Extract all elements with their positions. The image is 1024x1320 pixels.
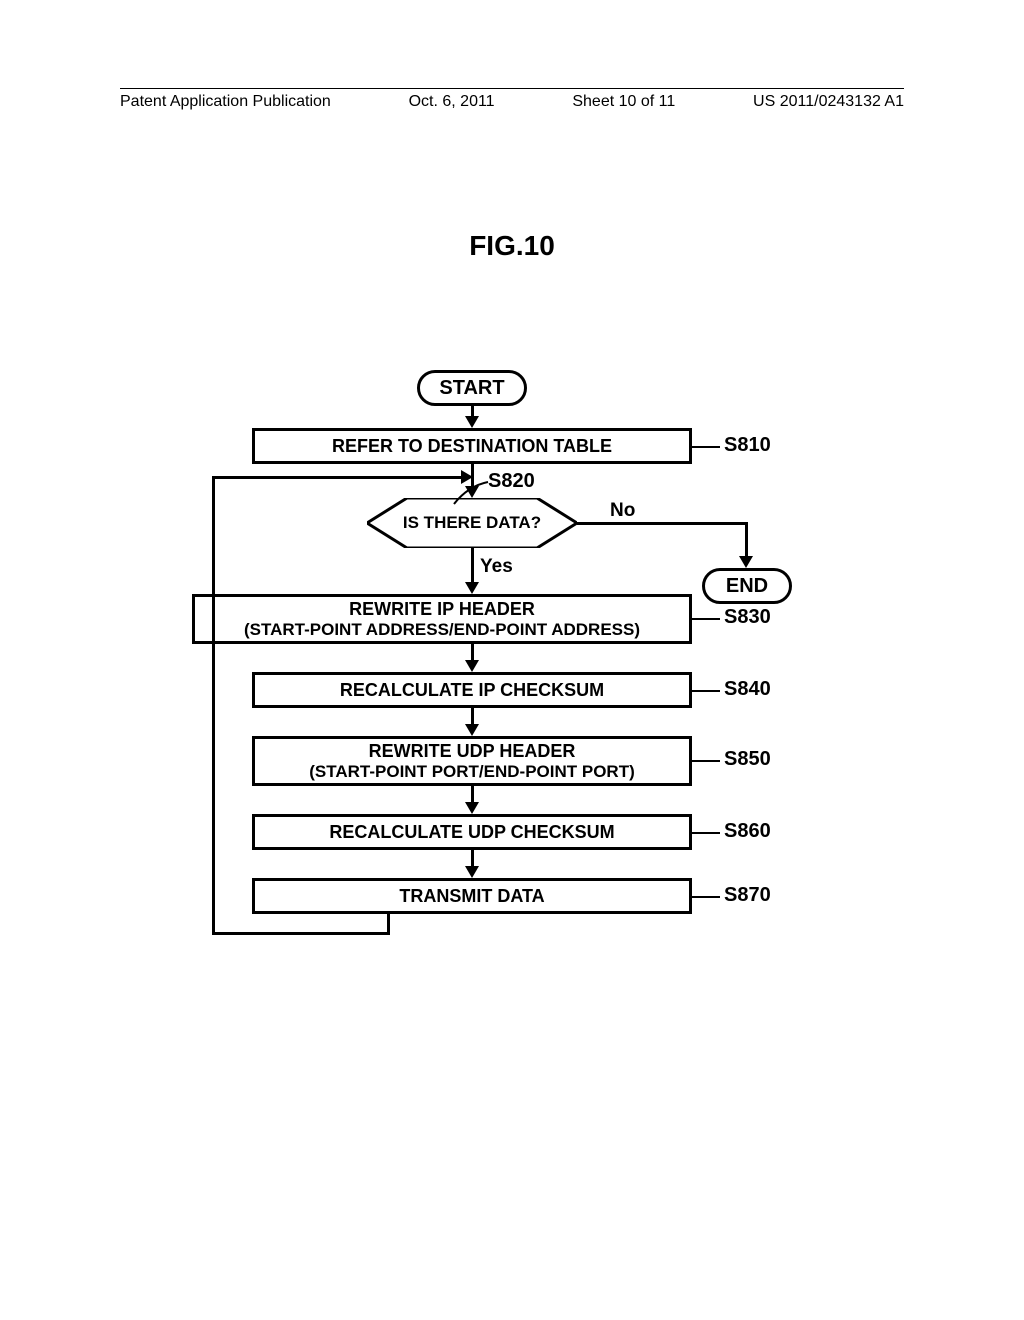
figure-title: FIG.10 [469,230,555,262]
s850-step: S850 [724,748,771,771]
yes-label: Yes [480,556,513,578]
leader-line [692,618,720,620]
end-label: END [726,575,768,598]
header-left: Patent Application Publication [120,93,331,111]
header-text-row: Patent Application Publication Oct. 6, 2… [120,93,904,111]
leader-curve [450,480,490,508]
arrowhead-icon [465,660,479,672]
start-label: START [439,377,504,400]
no-label: No [610,500,635,522]
edge-s820-s830 [471,548,474,584]
edge-s820-end-h [577,522,747,525]
page-header: Patent Application Publication Oct. 6, 2… [0,88,1024,111]
leader-line [692,446,720,448]
s810-step: S810 [724,434,771,457]
header-pubno: US 2011/0243132 A1 [753,93,904,111]
header-sheet: Sheet 10 of 11 [572,93,675,111]
flowchart: START REFER TO DESTINATION TABLE S810 IS… [192,370,832,990]
s830-node: REWRITE IP HEADER (START-POINT ADDRESS/E… [192,594,692,644]
s860-node: RECALCULATE UDP CHECKSUM [252,814,692,850]
arrowhead-icon [739,556,753,568]
arrowhead-icon [465,802,479,814]
s830-label: REWRITE IP HEADER [349,599,535,620]
s830-step: S830 [724,606,771,629]
arrowhead-icon [465,724,479,736]
s860-label: RECALCULATE UDP CHECKSUM [329,822,614,843]
edge-s820-end-v [745,522,748,558]
arrowhead-icon [465,866,479,878]
s850-node: REWRITE UDP HEADER (START-POINT PORT/END… [252,736,692,786]
header-rule [120,88,904,89]
s820-step: S820 [488,470,535,493]
s850-sub: (START-POINT PORT/END-POINT PORT) [309,762,635,782]
s870-step: S870 [724,884,771,907]
s870-node: TRANSMIT DATA [252,878,692,914]
s840-label: RECALCULATE IP CHECKSUM [340,680,604,701]
s860-step: S860 [724,820,771,843]
leader-line [692,760,720,762]
arrowhead-icon [465,582,479,594]
end-node: END [702,568,792,604]
start-node: START [417,370,527,406]
s840-node: RECALCULATE IP CHECKSUM [252,672,692,708]
s820-label: IS THERE DATA? [403,513,541,533]
s870-label: TRANSMIT DATA [399,886,544,907]
s810-node: REFER TO DESTINATION TABLE [252,428,692,464]
edge-loop-h2 [212,476,463,479]
leader-line [692,896,720,898]
edge-loop-v2 [212,476,215,935]
s810-label: REFER TO DESTINATION TABLE [332,436,612,457]
s840-step: S840 [724,678,771,701]
s850-label: REWRITE UDP HEADER [369,741,576,762]
header-date: Oct. 6, 2011 [409,93,495,111]
leader-line [692,832,720,834]
leader-line [692,690,720,692]
arrowhead-icon [461,470,473,484]
arrowhead-icon [465,416,479,428]
edge-loop-h [212,932,390,935]
edge-loop-v1 [387,914,390,934]
s830-sub: (START-POINT ADDRESS/END-POINT ADDRESS) [244,620,640,640]
